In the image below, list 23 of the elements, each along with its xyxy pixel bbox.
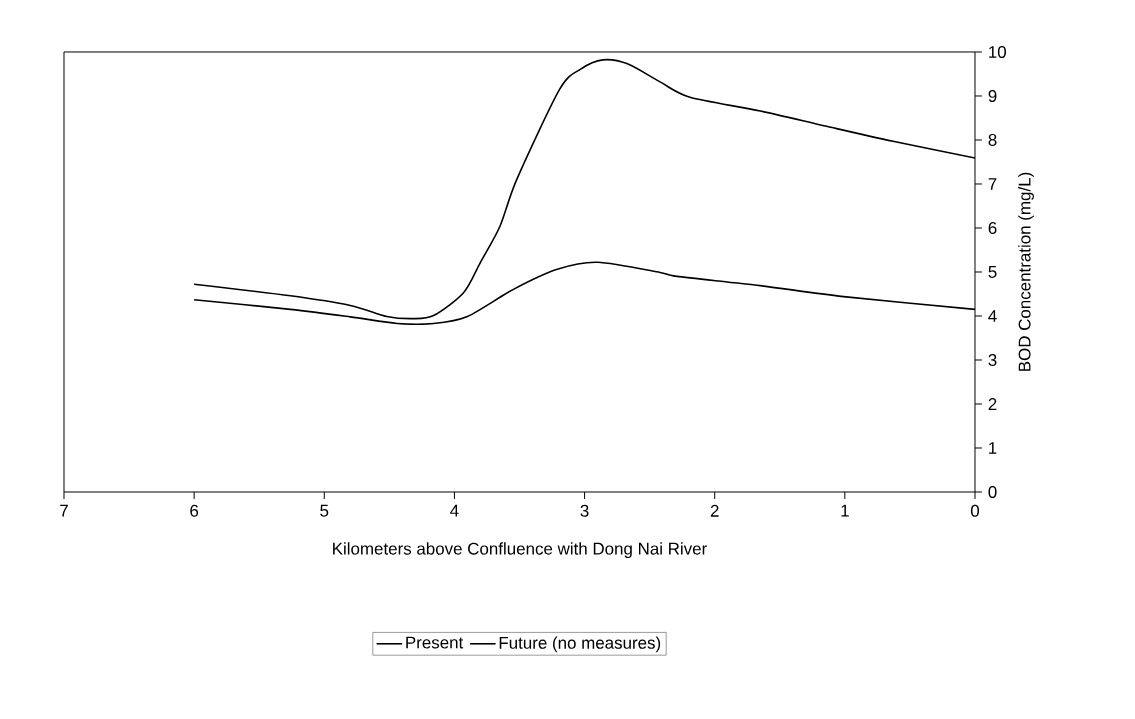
x-tick-label: 7 [60, 504, 68, 517]
y-tick-label: 2 [988, 398, 997, 410]
x-tick-label: 1 [841, 504, 849, 517]
y-tick-label: 6 [988, 221, 997, 234]
y-tick-label: 9 [988, 89, 997, 102]
x-tick-label: 0 [970, 504, 980, 517]
y-axis-title: BOD Concentration (mg/L) [1018, 172, 1034, 371]
x-tick-label: 6 [190, 504, 199, 517]
y-tick-label: 10 [989, 45, 1006, 58]
x-tick-label: 2 [710, 504, 719, 517]
x-axis-title: Kilometers above Confluence with Dong Nai River [333, 542, 707, 559]
legend-label: Present [406, 636, 464, 649]
y-tick-label: 0 [988, 485, 997, 498]
y-tick-label: 1 [989, 442, 997, 454]
y-tick-label: 7 [988, 178, 997, 190]
y-tick-label: 5 [988, 266, 997, 278]
x-tick-label: 4 [450, 504, 459, 517]
legend-label: Future (no measures) [499, 636, 661, 653]
y-tick-label: 3 [988, 353, 997, 366]
y-tick-label: 8 [988, 133, 997, 146]
y-tick-label: 4 [988, 310, 997, 322]
x-tick-label: 3 [580, 504, 589, 517]
x-tick-label: 5 [320, 504, 329, 517]
